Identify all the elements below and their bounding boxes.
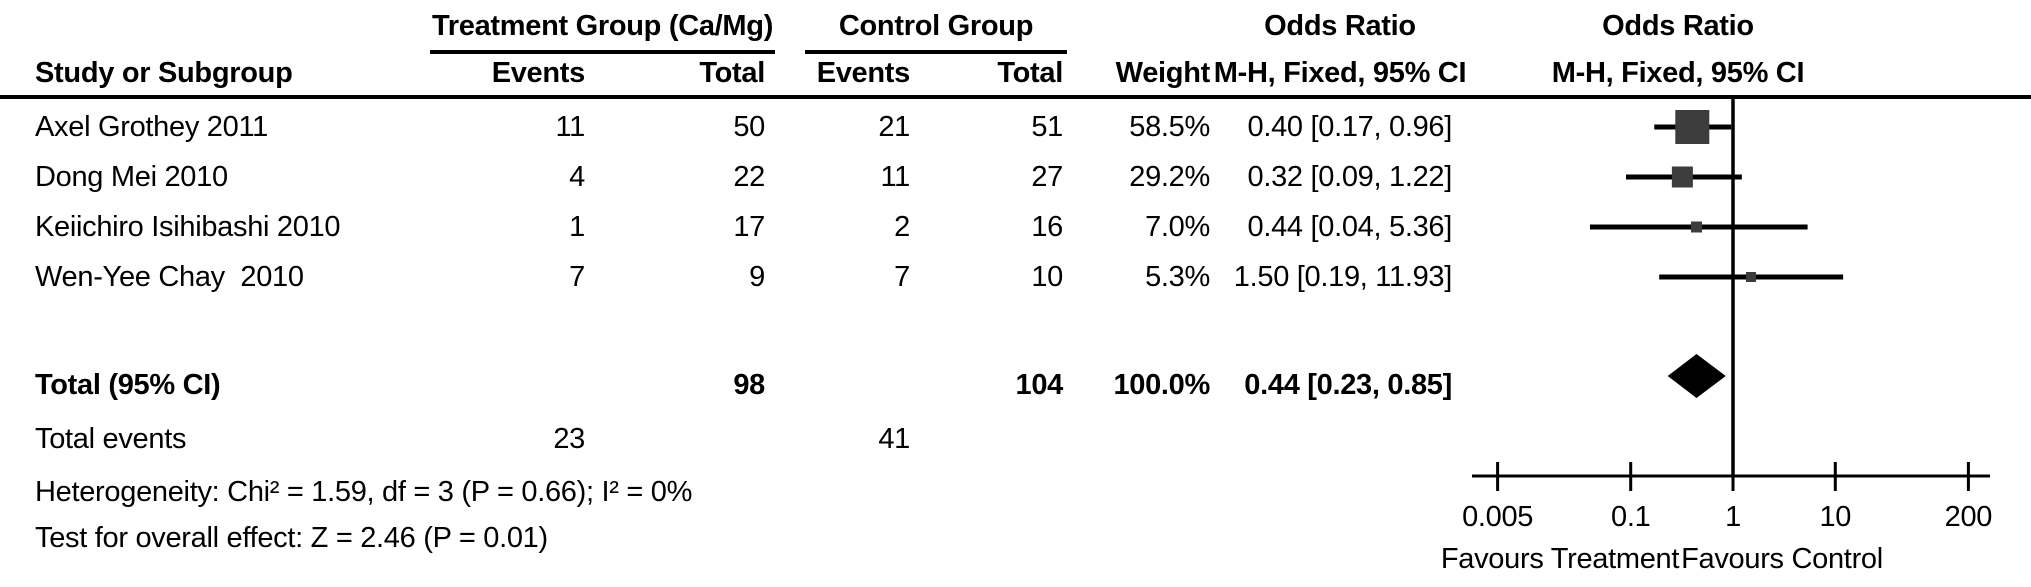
total-weight: 100.0%: [1113, 369, 1210, 401]
control-total-value: 27: [1031, 161, 1063, 193]
study-name: Dong Mei 2010: [35, 161, 228, 193]
treatment-events-value: 7: [569, 261, 585, 293]
treatment-total-value: 22: [733, 161, 765, 193]
weight-value: 5.3%: [1145, 261, 1210, 293]
treatment-group-header: Treatment Group (Ca/Mg): [430, 2, 775, 54]
treatment-total-value: 17: [733, 211, 765, 243]
total-treatment-total: 98: [733, 369, 765, 401]
heterogeneity-statistics: Heterogeneity: Chi² = 1.59, df = 3 (P = …: [35, 476, 693, 508]
study-name: Keiichiro Isihibashi 2010: [35, 211, 341, 243]
x-axis-tick-label: 1: [1725, 501, 1741, 533]
control-total-header: Total: [997, 57, 1063, 89]
treatment-events-value: 4: [569, 161, 585, 193]
control-events-value: 7: [894, 261, 910, 293]
control-events-value: 2: [894, 211, 910, 243]
odds-ratio-column-title: Odds Ratio: [1264, 10, 1416, 42]
header-divider-rule: [0, 95, 2031, 99]
favours-treatment-label: Favours Treatment: [1441, 543, 1680, 575]
treatment-events-value: 1: [569, 211, 585, 243]
total-events-control: 41: [878, 423, 910, 455]
pooled-effect-diamond: [1667, 354, 1726, 398]
or-estimate-value: 0.32 [0.09, 1.22]: [1247, 161, 1452, 193]
total-row-label: Total (95% CI): [35, 369, 221, 401]
point-estimate-square: [1675, 110, 1710, 144]
study-name: Wen-Yee Chay 2010: [35, 261, 304, 293]
treatment-total-value: 9: [749, 261, 765, 293]
study-name: Axel Grothey 2011: [35, 111, 268, 143]
weight-value: 7.0%: [1145, 211, 1210, 243]
treatment-events-value: 11: [555, 111, 585, 143]
total-or-estimate: 0.44 [0.23, 0.85]: [1244, 369, 1452, 401]
control-events-value: 21: [878, 111, 910, 143]
control-events-value: 11: [880, 161, 910, 193]
odds-ratio-plot-subtitle: M-H, Fixed, 95% CI: [1551, 57, 1805, 89]
control-events-header: Events: [816, 57, 911, 89]
x-axis-tick-label: 0.1: [1611, 501, 1650, 533]
treatment-events-header: Events: [491, 57, 586, 89]
point-estimate-square: [1671, 166, 1693, 188]
overall-effect-test: Test for overall effect: Z = 2.46 (P = 0…: [35, 522, 548, 554]
weight-value: 58.5%: [1129, 111, 1210, 143]
x-axis-tick-label: 10: [1819, 501, 1851, 533]
point-estimate-square: [1691, 221, 1703, 233]
odds-ratio-column-subtitle: M-H, Fixed, 95% CI: [1213, 57, 1467, 89]
odds-ratio-plot-title: Odds Ratio: [1602, 10, 1754, 42]
weight-header: Weight: [1115, 57, 1211, 89]
x-axis-tick-label: 200: [1945, 501, 1993, 533]
or-estimate-value: 1.50 [0.19, 11.93]: [1233, 261, 1453, 293]
control-total-value: 51: [1031, 111, 1063, 143]
control-total-value: 10: [1031, 261, 1063, 293]
x-axis-tick-label: 0.005: [1462, 501, 1533, 533]
treatment-total-header: Total: [699, 57, 765, 89]
control-group-header: Control Group: [805, 2, 1067, 54]
study-column-header: Study or Subgroup: [35, 57, 293, 89]
weight-value: 29.2%: [1129, 161, 1210, 193]
point-estimate-square: [1746, 272, 1757, 282]
control-total-value: 16: [1031, 211, 1063, 243]
total-events-treatment: 23: [553, 423, 585, 455]
treatment-total-value: 50: [733, 111, 765, 143]
total-control-total: 104: [1015, 369, 1064, 401]
or-estimate-value: 0.44 [0.04, 5.36]: [1247, 211, 1452, 243]
total-events-label: Total events: [35, 423, 187, 455]
or-estimate-value: 0.40 [0.17, 0.96]: [1247, 111, 1452, 143]
favours-control-label: Favours Control: [1681, 543, 1883, 575]
